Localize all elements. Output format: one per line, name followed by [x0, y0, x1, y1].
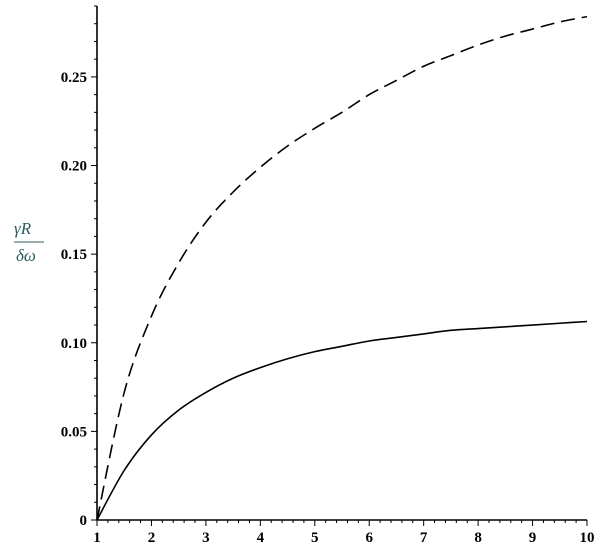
solid-series-line [96, 320, 588, 521]
x-tick-label: 8 [474, 530, 482, 546]
y-axis: 0 0.05 0.10 0.15 0.20 0.25 [61, 5, 98, 529]
x-tick-label: 6 [365, 530, 373, 546]
series-group [96, 15, 588, 521]
y-tick-label: 0 [80, 513, 88, 529]
y-axis-label: γR δω [14, 219, 44, 265]
y-tick-label: 0.25 [61, 70, 87, 86]
x-tick-label: 4 [257, 530, 265, 546]
y-tick-label: 0.10 [61, 336, 87, 352]
dashed-series-line [96, 15, 588, 521]
y-tick-label: 0.20 [61, 159, 87, 175]
x-tick-label: 1 [93, 530, 101, 546]
x-tick-label: 10 [580, 530, 595, 546]
x-tick-label: 5 [311, 530, 319, 546]
y-axis-label-denominator: δω [16, 246, 36, 265]
x-tick-label: 7 [420, 530, 428, 546]
x-tick-label: 2 [148, 530, 156, 546]
x-tick-label: 3 [202, 530, 210, 546]
y-axis-label-numerator: γR [14, 219, 32, 238]
y-tick-label: 0.05 [61, 424, 87, 440]
x-axis: 1 2 3 4 5 6 7 8 9 10 [93, 519, 595, 546]
x-tick-label: 9 [529, 530, 537, 546]
y-tick-label: 0.15 [61, 247, 87, 263]
